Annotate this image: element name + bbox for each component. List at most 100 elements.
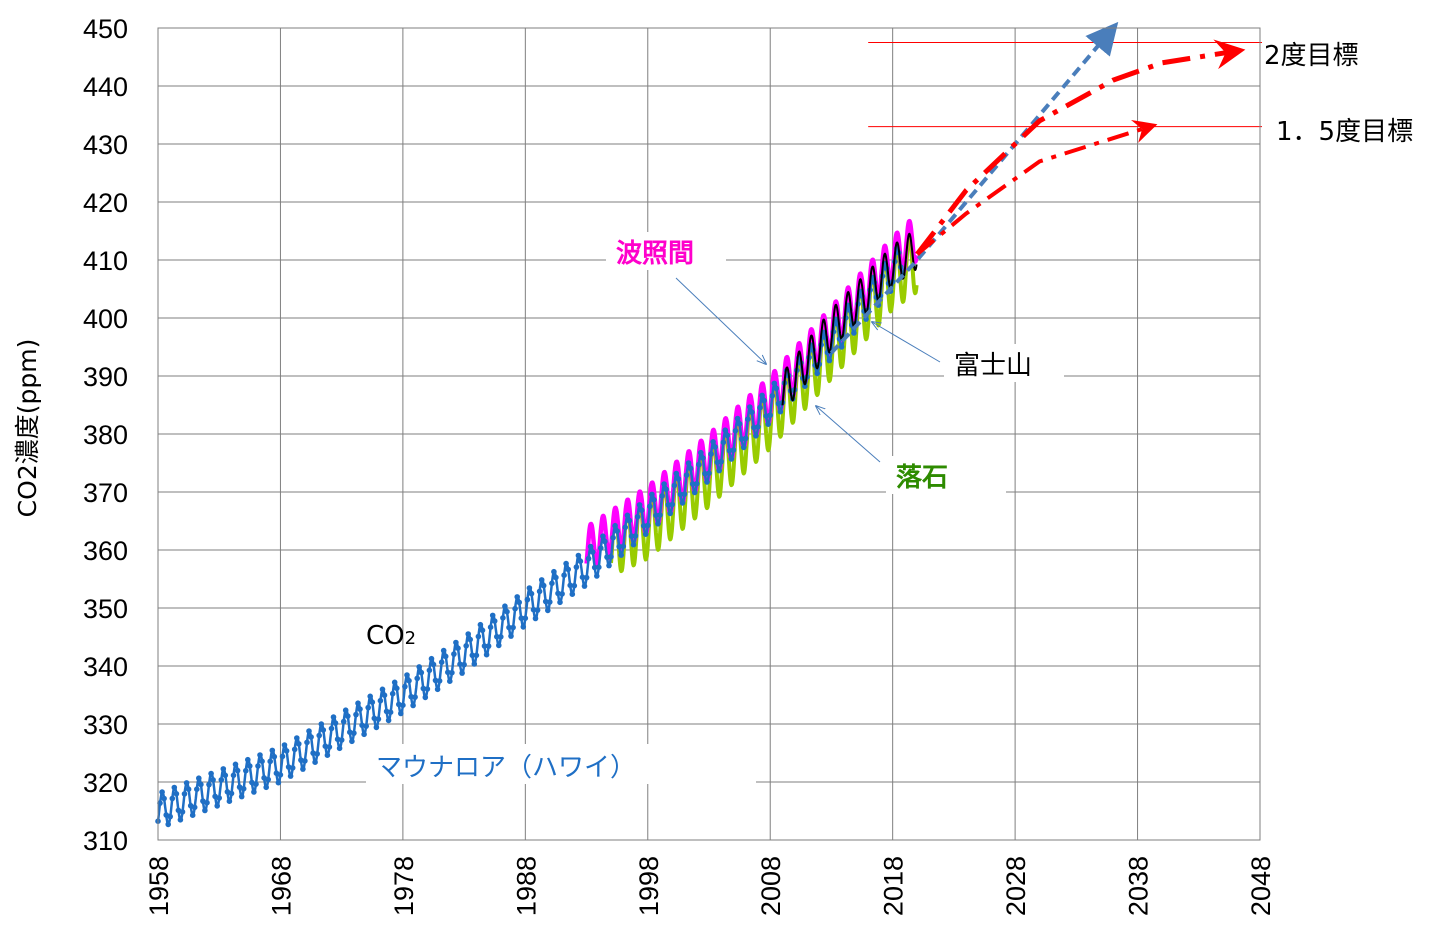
co2-label: CO2: [366, 621, 416, 651]
data-point: [694, 480, 700, 487]
data-point: [442, 653, 449, 660]
data-point: [367, 693, 374, 700]
data-point: [345, 713, 351, 719]
y-tick-label: 360: [83, 536, 128, 566]
data-point: [355, 700, 361, 706]
data-point: [222, 772, 229, 779]
data-point: [414, 675, 421, 682]
y-tick-label: 330: [83, 710, 128, 740]
data-point: [508, 633, 514, 639]
data-point: [494, 633, 500, 640]
data-point: [685, 460, 692, 466]
data-point: [538, 577, 545, 583]
data-point: [698, 449, 704, 456]
data-point: [240, 785, 247, 792]
data-point: [773, 385, 780, 392]
data-point: [479, 627, 486, 634]
data-point: [640, 523, 647, 529]
annotations: CO2 マウナロア（ハワイ） 波照間 富士山 落石 2度目標 1．5度目標: [366, 41, 1413, 784]
data-point: [287, 773, 294, 779]
y-tick-label: 340: [83, 652, 128, 682]
data-point: [579, 574, 586, 580]
data-point: [553, 574, 559, 581]
y-tick-label: 350: [83, 594, 128, 624]
data-point: [269, 747, 276, 754]
data-point: [802, 383, 808, 390]
data-point: [632, 533, 639, 539]
data-point: [583, 574, 590, 581]
data-point: [177, 817, 184, 823]
x-tick-label: 1968: [266, 856, 296, 916]
data-point: [634, 514, 641, 520]
data-point: [587, 543, 594, 550]
data-point: [447, 678, 453, 684]
data-point: [189, 812, 196, 818]
data-point: [461, 661, 467, 668]
data-point: [745, 416, 751, 423]
data-point: [316, 732, 323, 739]
data-point: [551, 568, 557, 575]
data-point: [196, 775, 202, 781]
data-point: [563, 560, 569, 567]
data-point: [312, 759, 318, 765]
data-point: [465, 631, 472, 637]
data-point: [296, 741, 302, 747]
y-axis-label: CO2濃度(ppm): [13, 339, 42, 518]
data-point: [434, 686, 441, 693]
data-point: [851, 330, 857, 336]
data-point: [357, 706, 363, 712]
data-point: [514, 594, 520, 600]
data-point: [528, 590, 535, 597]
data-point: [455, 645, 461, 651]
data-point: [210, 777, 216, 783]
data-point: [622, 524, 629, 531]
data-point: [363, 723, 370, 729]
data-point: [453, 639, 459, 646]
data-point: [675, 476, 682, 482]
data-point: [677, 491, 684, 498]
data-point: [230, 772, 237, 779]
data-point: [167, 813, 173, 820]
data-point: [398, 710, 404, 717]
data-point: [589, 549, 596, 555]
data-point: [510, 624, 516, 631]
data-point: [289, 765, 296, 771]
data-point: [204, 799, 210, 806]
data-point: [183, 780, 190, 786]
data-point: [679, 500, 686, 506]
target-2deg-arrow: [915, 39, 1246, 256]
data-point: [489, 612, 496, 619]
data-point: [600, 533, 606, 539]
data-point: [667, 510, 673, 517]
data-point: [245, 756, 251, 763]
data-point: [185, 786, 192, 792]
data-point: [328, 725, 335, 732]
data-point: [718, 458, 724, 465]
data-point: [161, 795, 167, 802]
data-point: [649, 491, 655, 498]
data-point: [277, 772, 284, 778]
data-point: [569, 591, 576, 597]
data-point: [526, 585, 533, 591]
data-point: [426, 667, 433, 674]
data-point: [777, 408, 784, 415]
data-point: [565, 566, 571, 573]
data-point: [577, 558, 584, 564]
data-point: [410, 702, 416, 709]
data-point: [524, 596, 531, 603]
data-point: [549, 580, 555, 587]
data-point: [216, 795, 222, 801]
grid-lines: [157, 27, 1261, 841]
data-point: [377, 697, 384, 704]
data-point: [379, 686, 386, 693]
data-point: [440, 647, 447, 654]
data-point: [300, 766, 306, 772]
data-point: [642, 531, 649, 537]
data-point: [275, 779, 282, 786]
data-point: [255, 763, 261, 769]
data-point: [669, 501, 676, 508]
data-point: [651, 497, 657, 503]
data-point: [353, 711, 359, 718]
data-point: [247, 763, 253, 769]
